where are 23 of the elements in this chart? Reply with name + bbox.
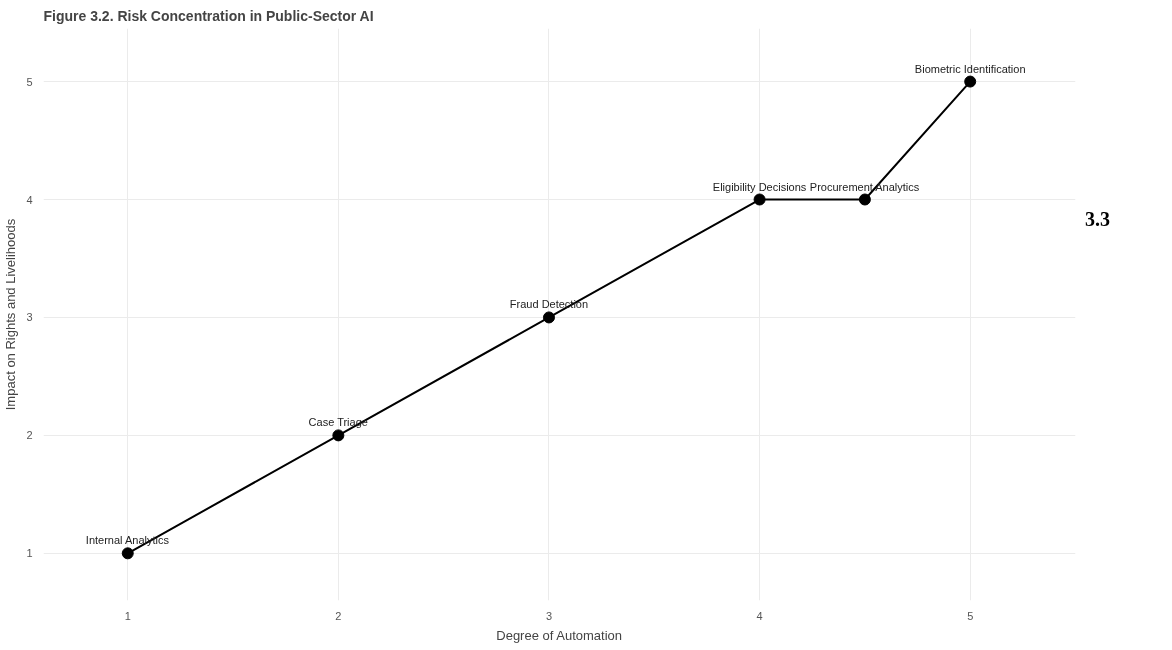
annotation: Procurement Analytics xyxy=(809,180,920,193)
y-tick-label: 1 xyxy=(26,547,33,560)
y-tick-label: 2 xyxy=(26,429,33,442)
annotation: Biometric Identification xyxy=(914,62,1026,75)
point xyxy=(964,75,977,88)
y-axis-title: Impact on Rights and Livelihoods xyxy=(3,218,19,411)
y-tick-label: 3 xyxy=(26,311,33,324)
chart-title: Figure 3.2. Risk Concentration in Public-Sector AI xyxy=(43,7,374,24)
x-tick-label: 5 xyxy=(967,609,974,622)
x-tick-label: 4 xyxy=(756,609,763,622)
annotation: Eligibility Decisions xyxy=(712,180,807,193)
x-tick-label: 2 xyxy=(335,609,342,622)
y-tick-label: 5 xyxy=(26,75,33,88)
x-axis-title: Degree of Automation xyxy=(496,627,623,643)
y-tick-label: 4 xyxy=(26,193,33,206)
point xyxy=(121,547,134,560)
point xyxy=(753,193,766,206)
point xyxy=(858,193,871,206)
text: 3.3 xyxy=(1085,207,1110,232)
point xyxy=(332,429,345,442)
x-tick-label: 1 xyxy=(124,609,131,622)
point xyxy=(542,311,555,324)
x-tick-label: 3 xyxy=(545,609,553,622)
